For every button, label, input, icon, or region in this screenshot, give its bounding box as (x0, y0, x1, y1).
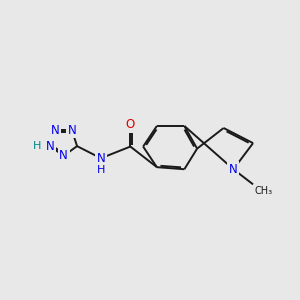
Text: CH₃: CH₃ (254, 186, 273, 196)
Text: H: H (33, 141, 41, 151)
Text: N: N (46, 140, 55, 153)
Text: H: H (97, 165, 105, 175)
Text: N: N (51, 124, 60, 137)
Text: O: O (126, 118, 135, 131)
Text: N: N (59, 149, 68, 162)
Text: N: N (229, 163, 238, 176)
Text: N: N (68, 124, 76, 137)
Text: N: N (97, 152, 105, 165)
